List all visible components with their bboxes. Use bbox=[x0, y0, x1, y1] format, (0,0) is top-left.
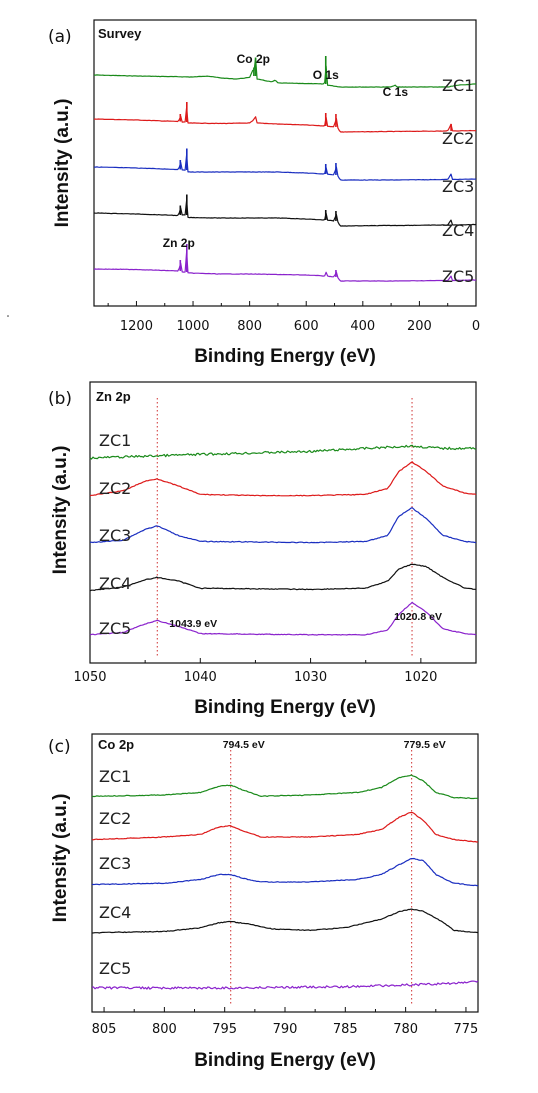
plot-frame-b bbox=[89, 381, 477, 664]
panel-letter-c: (c) bbox=[48, 737, 71, 757]
series-label-b-zc4: ZC4 bbox=[99, 574, 131, 593]
series-line-a-zc2 bbox=[94, 107, 477, 133]
series-line-a-zc3 bbox=[94, 154, 477, 181]
x-tick-label-a-800: 800 bbox=[237, 319, 262, 334]
series-line-c-zc5 bbox=[91, 980, 479, 990]
series-label-a-zc2: ZC2 bbox=[442, 129, 474, 148]
panel-letter-a: (a) bbox=[48, 27, 72, 47]
x-axis-title-c: Binding Energy (eV) bbox=[194, 1050, 376, 1071]
x-tick-label-b-1050: 1050 bbox=[73, 670, 106, 685]
panel-title-c: Co 2p bbox=[98, 737, 134, 752]
y-axis-title-a: Intensity (a.u.) bbox=[52, 99, 73, 228]
y-axis-title-b: Intensity (a.u.) bbox=[50, 446, 71, 575]
stray-dot bbox=[7, 315, 9, 317]
x-tick-label-a-1000: 1000 bbox=[176, 319, 209, 334]
series-line-b-zc4 bbox=[89, 563, 477, 592]
x-tick-label-a-200: 200 bbox=[407, 319, 432, 334]
annotation-a-3: Zn 2p bbox=[163, 236, 195, 250]
series-line-b-zc5 bbox=[89, 601, 477, 636]
series-label-c-zc2: ZC2 bbox=[99, 809, 131, 828]
series-label-b-zc1: ZC1 bbox=[99, 431, 131, 450]
series-label-b-zc3: ZC3 bbox=[99, 526, 131, 545]
plot-frame-c bbox=[91, 733, 479, 1013]
annotation-a-1: O 1s bbox=[313, 68, 339, 82]
x-tick-label-a-0: 0 bbox=[472, 319, 480, 334]
x-tick-label-c-780: 780 bbox=[393, 1022, 418, 1037]
x-tick-label-c-790: 790 bbox=[273, 1022, 298, 1037]
x-tick-label-a-400: 400 bbox=[350, 319, 375, 334]
series-label-c-zc5: ZC5 bbox=[99, 959, 131, 978]
x-tick-label-c-795: 795 bbox=[212, 1022, 237, 1037]
panel-survey: Co 2p O 1s C 1s Zn 2p (a) Survey Intensity … bbox=[48, 19, 477, 367]
annotation-b-1: 1020.8 eV bbox=[394, 611, 442, 623]
series-line-c-zc2 bbox=[91, 811, 479, 843]
series-label-a-zc5: ZC5 bbox=[442, 267, 474, 286]
series-label-c-zc3: ZC3 bbox=[99, 854, 131, 873]
x-tick-label-b-1030: 1030 bbox=[294, 670, 327, 685]
series-line-b-zc2 bbox=[89, 461, 477, 497]
series-line-c-zc4 bbox=[91, 908, 479, 934]
panel-title-b: Zn 2p bbox=[96, 389, 131, 404]
annotation-c-0: 794.5 eV bbox=[223, 739, 265, 751]
x-tick-label-a-1200: 1200 bbox=[120, 319, 153, 334]
series-label-a-zc1: ZC1 bbox=[442, 76, 474, 95]
panel-co2p: 794.5 eV 779.5 eV (c) Co 2p Intensity (a.… bbox=[48, 733, 479, 1071]
y-axis-title-c: Intensity (a.u.) bbox=[50, 794, 71, 923]
panel-zn2p: 1043.9 eV 1020.8 eV (b) Zn 2p Intensity (… bbox=[48, 381, 477, 718]
series-line-c-zc3 bbox=[91, 857, 479, 887]
x-axis-title-a: Binding Energy (eV) bbox=[194, 346, 376, 367]
annotation-b-0: 1043.9 eV bbox=[169, 618, 217, 630]
series-line-b-zc3 bbox=[89, 507, 477, 544]
series-line-a-zc5 bbox=[93, 251, 477, 282]
plot-frame-a bbox=[93, 19, 477, 307]
x-tick-label-b-1040: 1040 bbox=[184, 670, 217, 685]
x-tick-label-c-775: 775 bbox=[454, 1022, 479, 1037]
annotation-a-2: C 1s bbox=[383, 85, 409, 99]
series-label-c-zc1: ZC1 bbox=[99, 767, 131, 786]
panel-title-a: Survey bbox=[98, 26, 142, 41]
x-tick-label-c-805: 805 bbox=[92, 1022, 117, 1037]
series-line-a-zc1 bbox=[93, 57, 477, 88]
x-tick-label-c-785: 785 bbox=[333, 1022, 358, 1037]
panel-letter-b: (b) bbox=[48, 389, 72, 409]
series-label-b-zc2: ZC2 bbox=[99, 479, 131, 498]
series-line-a-zc4 bbox=[93, 200, 477, 227]
series-label-b-zc5: ZC5 bbox=[99, 619, 131, 638]
series-line-b-zc1 bbox=[89, 444, 477, 460]
x-tick-label-b-1020: 1020 bbox=[404, 670, 437, 685]
series-label-c-zc4: ZC4 bbox=[99, 903, 131, 922]
x-tick-label-a-600: 600 bbox=[294, 319, 319, 334]
series-label-a-zc3: ZC3 bbox=[442, 177, 474, 196]
x-axis-title-b: Binding Energy (eV) bbox=[194, 697, 376, 718]
x-tick-label-c-800: 800 bbox=[152, 1022, 177, 1037]
series-label-a-zc4: ZC4 bbox=[442, 221, 474, 240]
annotation-c-1: 779.5 eV bbox=[404, 739, 446, 751]
series-line-c-zc1 bbox=[91, 774, 479, 800]
annotation-a-0: Co 2p bbox=[237, 52, 270, 66]
